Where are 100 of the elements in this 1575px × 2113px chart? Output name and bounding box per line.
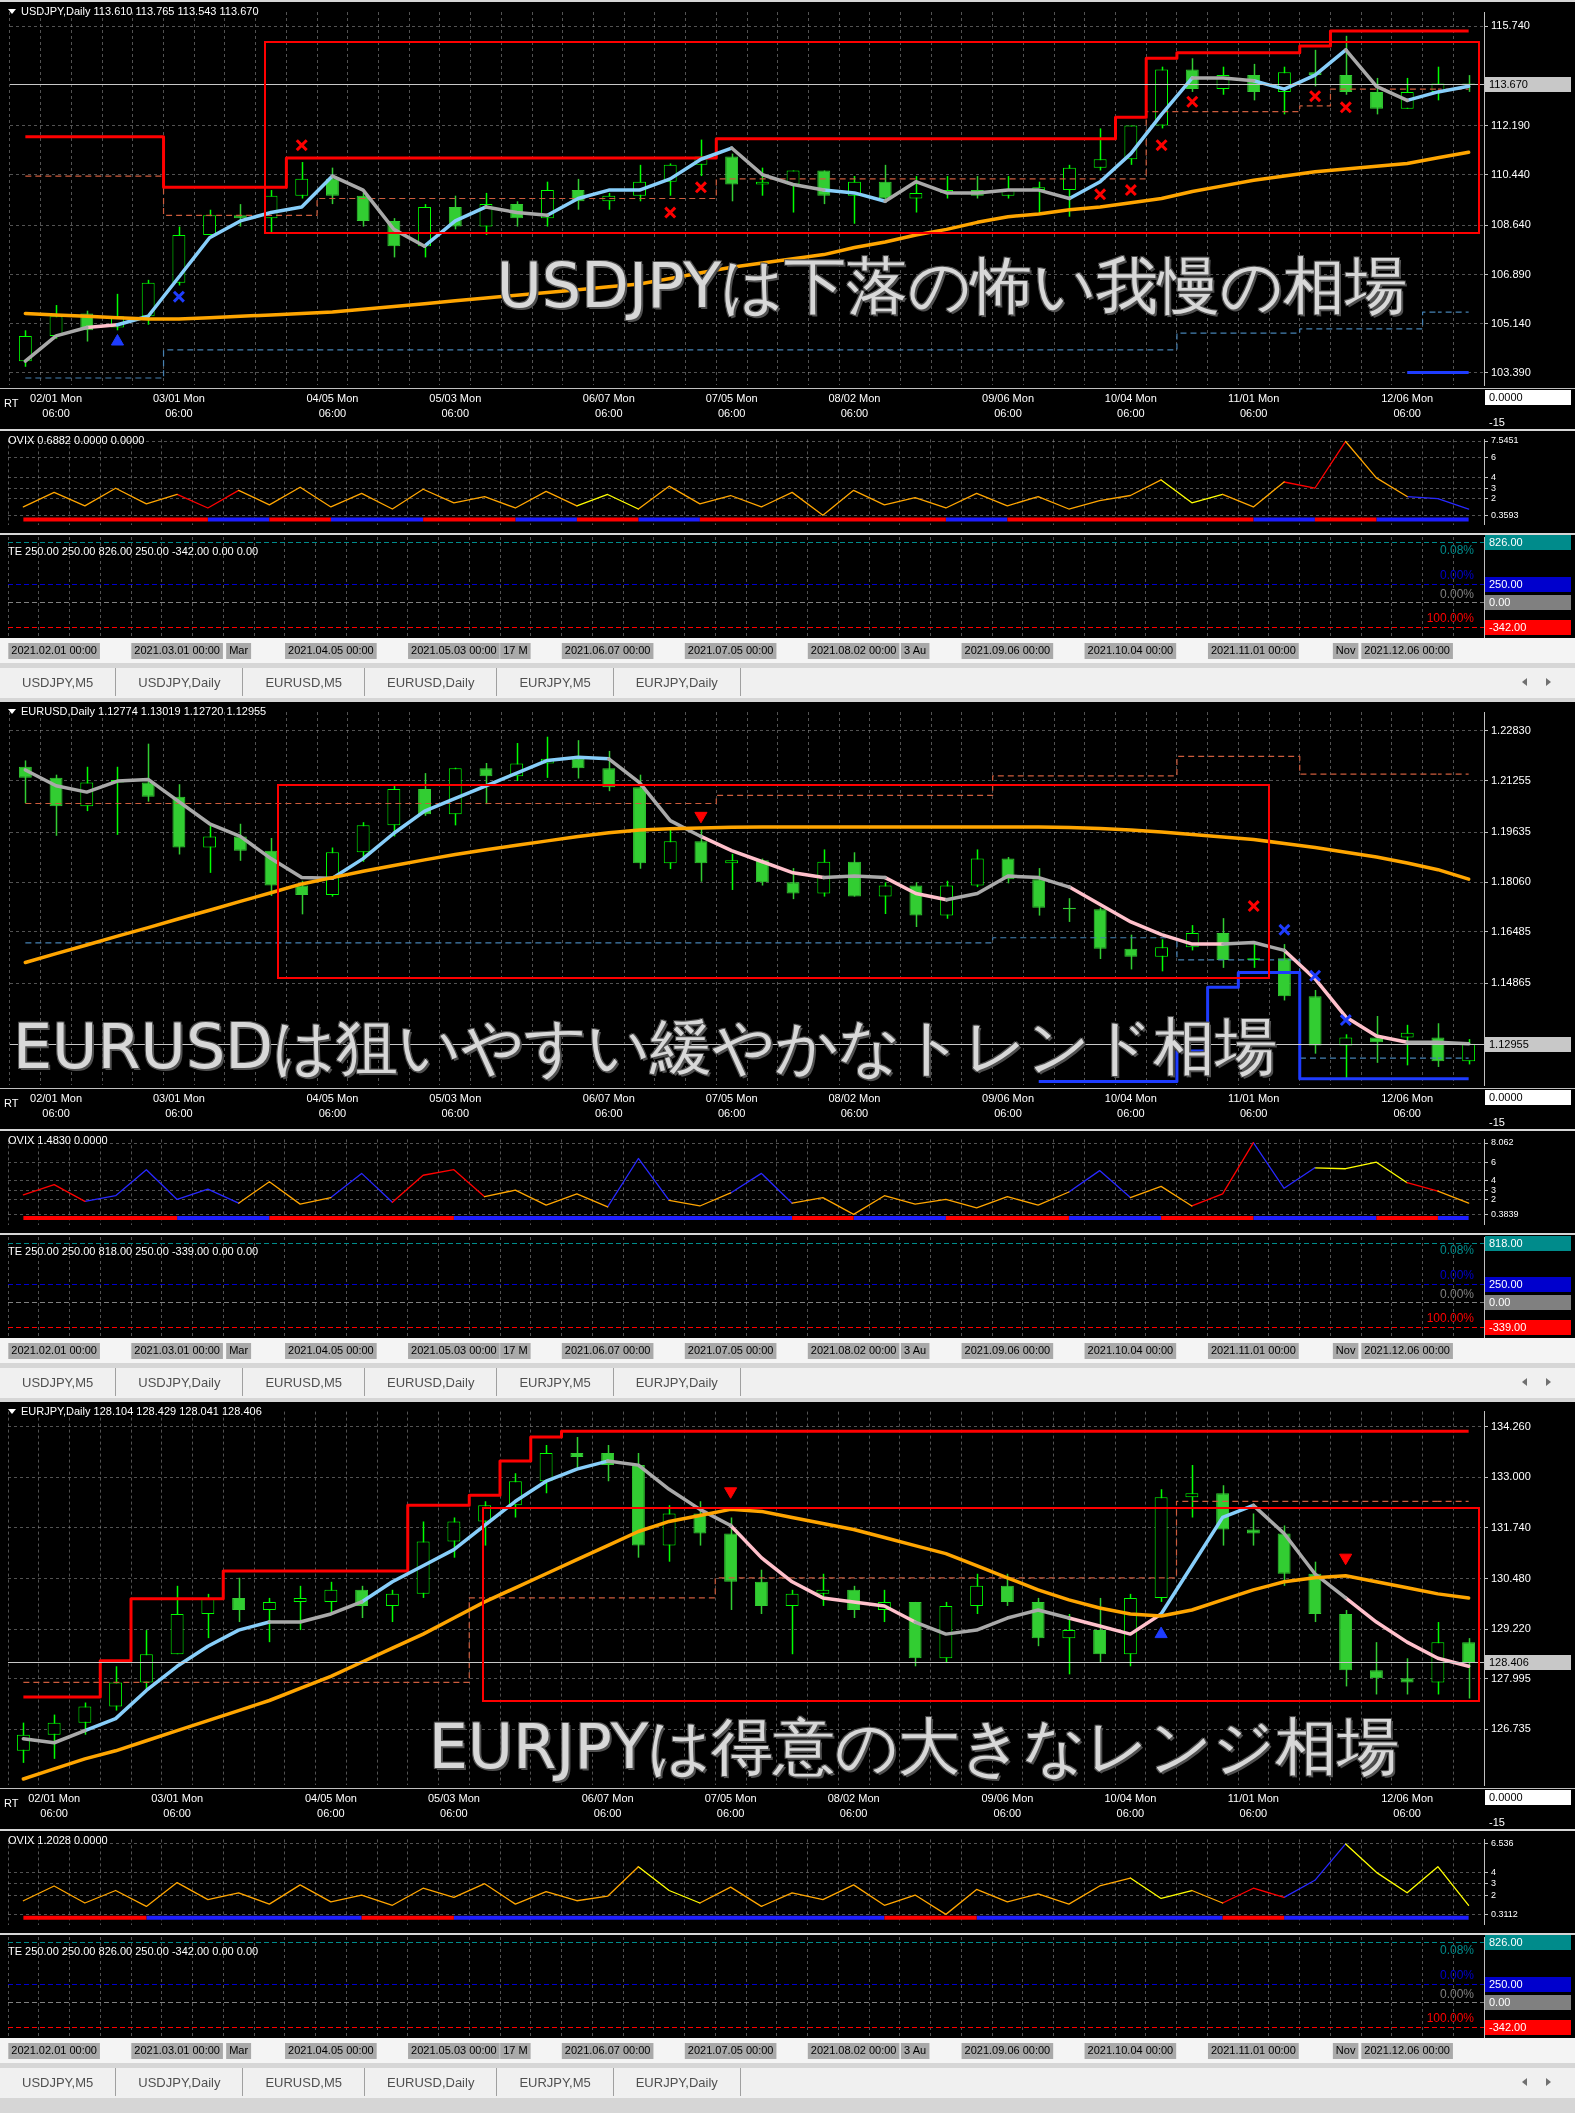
tab: EURJPY,Daily [613, 1368, 741, 1396]
y-tick-label: 134.260 [1491, 1419, 1531, 1432]
tab: USDJPY,M5 [0, 1368, 117, 1396]
y-tick-label: 130.480 [1491, 1571, 1531, 1584]
x-tick-label: 2021.05.03 00:00 [411, 644, 497, 657]
x-tick-label: 08/02 Mon 06:00 [828, 1092, 881, 1120]
x-tick-label: Nov [1335, 1344, 1356, 1357]
x-tick-label: 17 M [503, 1344, 528, 1357]
x-tick-label: 2021.03.01 00:00 [134, 2044, 220, 2057]
y-tick-label: 4 [1491, 1175, 1497, 1186]
x-tick-label: 2021.03.01 00:00 [134, 644, 220, 657]
annotation: 100.00% [1426, 611, 1475, 626]
x-tick-label: 2021.04.05 00:00 [288, 2044, 374, 2057]
x-tick-label: 2021.08.02 00:00 [810, 1344, 897, 1357]
y-tick-label: 8.062 [1491, 1137, 1514, 1148]
x-tick-label: 2021.03.01 00:00 [134, 1344, 220, 1357]
x-tick-label: Nov [1335, 2044, 1356, 2057]
x-tick-label: 04/05 Mon 06:00 [306, 1092, 359, 1120]
ref-line-label: -342.00 [1489, 621, 1527, 634]
y-tick-label: 3 [1491, 1184, 1497, 1195]
annotation: 0.00% [1439, 1968, 1475, 1983]
tab: EURJPY,M5 [497, 1368, 614, 1396]
tab: EURUSD,Daily [365, 668, 498, 696]
annotation: 100.00% [1426, 2011, 1475, 2026]
ref-line-label: 250.00 [1489, 1978, 1523, 1991]
y-tick-label: 1.22830 [1491, 724, 1531, 737]
text: 0.0000 [1485, 1790, 1571, 1805]
x-tick-label: 07/05 Mon 06:00 [705, 1092, 758, 1120]
x-tick-label: 17 M [503, 2044, 528, 2057]
y-tick-label: 127.995 [1491, 1671, 1531, 1684]
x-tick-label: 07/05 Mon 06:00 [705, 392, 758, 420]
y-tick-label: 105.140 [1491, 316, 1531, 329]
text: TE 250.00 250.00 818.00 250.00 -339.00 0.00 0.00 [8, 1245, 259, 1258]
x-tick-label: 2021.07.05 00:00 [687, 644, 774, 657]
x-tick-label: 09/06 Mon 06:00 [981, 1792, 1034, 1820]
y-tick-label: 108.640 [1491, 218, 1531, 231]
x-tick-label: 2021.10.04 00:00 [1087, 2044, 1174, 2057]
x-tick-label: 2021.08.02 00:00 [810, 2044, 897, 2057]
y-tick-label: 1.16485 [1491, 924, 1531, 937]
x-tick-label: 3 Au [904, 644, 927, 657]
x-tick-label: 2021.04.05 00:00 [288, 1344, 374, 1357]
x-tick-label: 3 Au [904, 1344, 927, 1357]
x-tick-label: 2021.02.01 00:00 [11, 2044, 97, 2057]
x-tick-label: 03/01 Mon 06:00 [152, 1092, 205, 1120]
tab: EURUSD,M5 [243, 668, 365, 696]
x-tick-label: 12/06 Mon 06:00 [1381, 1792, 1434, 1820]
ref-line-label: 826.00 [1489, 536, 1523, 549]
x-tick-label: 17 M [503, 644, 528, 657]
tab: USDJPY,Daily [116, 668, 244, 696]
ref-line-label: 1.12955 [1489, 1038, 1529, 1051]
x-tick-label: 02/01 Mon 06:00 [30, 1092, 83, 1120]
y-tick-label: 115.740 [1491, 19, 1530, 32]
tab: EURUSD,Daily [365, 2068, 498, 2096]
chart-title: OVIX 1.2028 0.0000 [8, 1834, 108, 1847]
y-tick-label: 103.390 [1491, 365, 1531, 378]
ref-line-label: 0.00 [1489, 1296, 1511, 1309]
y-tick-label: 112.190 [1491, 118, 1530, 131]
x-tick-label: 02/01 Mon 06:00 [30, 392, 83, 420]
annotation: 0.08% [1439, 542, 1475, 557]
x-tick-label: Nov [1335, 644, 1356, 657]
tab: EURJPY,M5 [497, 2068, 614, 2096]
y-tick-label: 1.21255 [1491, 773, 1531, 786]
x-tick-label: 2021.02.01 00:00 [11, 644, 97, 657]
ref-line-label: 128.406 [1489, 1656, 1529, 1669]
chart-title: EURJPY,Daily 128.104 128.429 128.041 128.406 [21, 1405, 262, 1418]
tab: EURUSD,Daily [365, 1368, 498, 1396]
x-tick-label: 2021.06.07 00:00 [564, 644, 651, 657]
ref-line-label: 250.00 [1489, 578, 1523, 591]
text: -15 [1488, 1815, 1505, 1830]
x-tick-label: 08/02 Mon 06:00 [828, 392, 881, 420]
x-tick-label: 2021.10.04 00:00 [1087, 644, 1174, 657]
x-tick-label: 06/07 Mon 06:00 [582, 392, 635, 420]
y-tick-label: 106.890 [1491, 267, 1531, 280]
y-tick-label: 0.3839 [1491, 1208, 1519, 1219]
y-tick-label: 2 [1491, 493, 1497, 504]
annotation: 0.08% [1439, 1243, 1475, 1258]
tab: USDJPY,M5 [0, 2068, 117, 2096]
x-tick-label: 05/03 Mon 06:00 [429, 392, 482, 420]
tab: EURJPY,M5 [497, 668, 614, 696]
tab: EURJPY,Daily [613, 2068, 741, 2096]
text: RT [4, 397, 19, 410]
y-tick-label: 0.3593 [1491, 510, 1519, 521]
x-tick-label: 10/04 Mon 06:00 [1104, 392, 1157, 420]
x-tick-label: 08/02 Mon 06:00 [827, 1792, 880, 1820]
x-tick-label: 04/05 Mon 06:00 [304, 1792, 357, 1820]
y-tick-label: 6 [1491, 1156, 1497, 1167]
x-tick-label: 05/03 Mon 06:00 [427, 1792, 480, 1820]
x-tick-label: 11/01 Mon 06:00 [1228, 1092, 1280, 1120]
annotation: 0.00% [1439, 1986, 1475, 2001]
x-tick-label: 2021.05.03 00:00 [411, 2044, 497, 2057]
x-tick-label: Mar [229, 2044, 249, 2057]
y-tick-label: 1.19635 [1491, 825, 1531, 838]
ref-line-label: -339.00 [1489, 1321, 1527, 1334]
x-tick-label: 10/04 Mon 06:00 [1104, 1092, 1157, 1120]
chart-title: USDJPY,Daily 113.610 113.765 113.543 113.670 [21, 5, 259, 18]
annotation: 0.00% [1439, 1286, 1475, 1301]
x-tick-label: 2021.11.01 00:00 [1210, 1344, 1296, 1357]
x-tick-label: 11/01 Mon 06:00 [1228, 392, 1280, 420]
x-tick-label: 2021.11.01 00:00 [1210, 644, 1296, 657]
x-tick-label: 09/06 Mon 06:00 [982, 392, 1035, 420]
